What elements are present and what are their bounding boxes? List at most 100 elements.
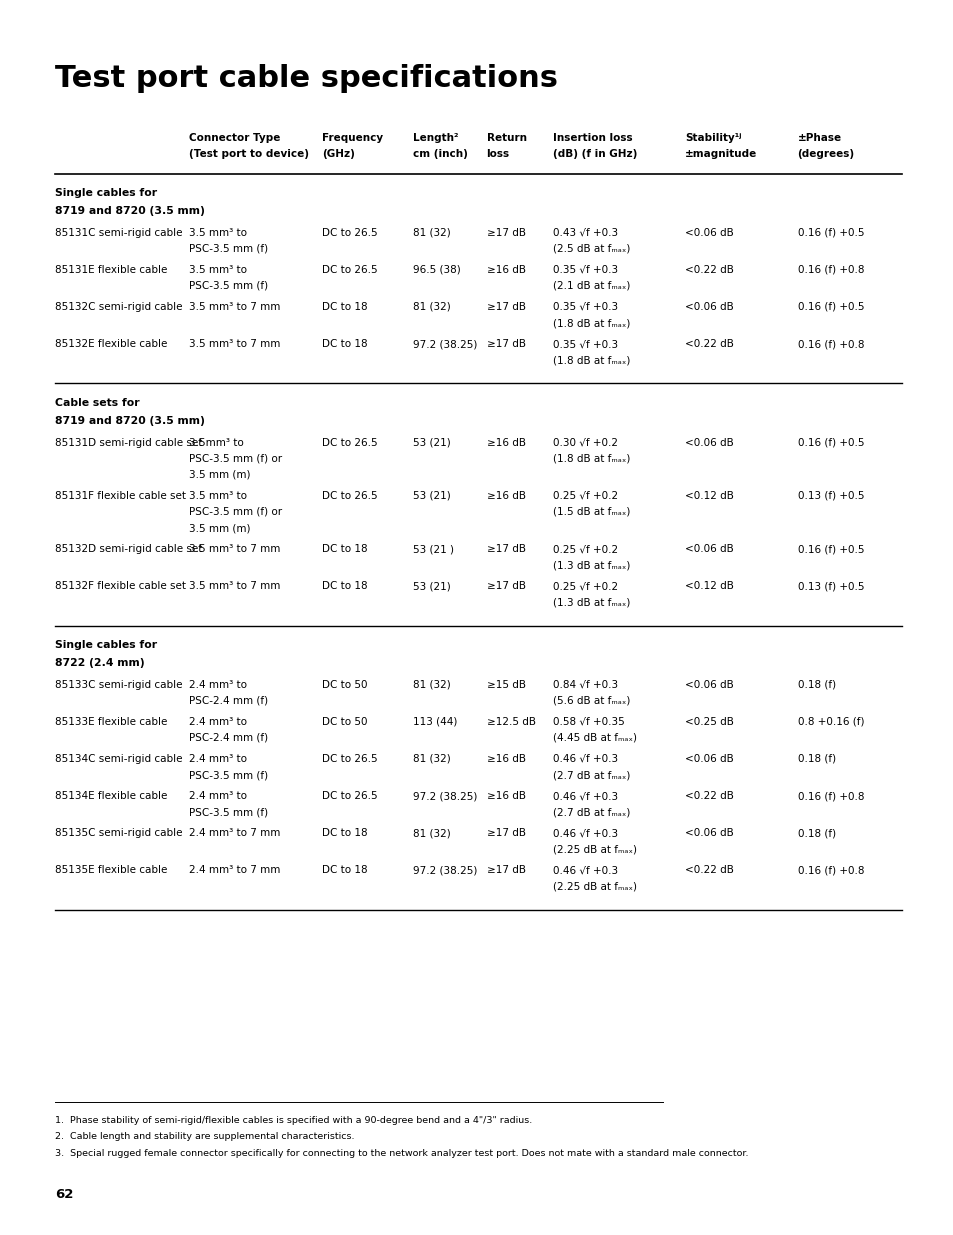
Text: 97.2 (38.25): 97.2 (38.25) [413, 866, 476, 876]
Text: ≥16 dB: ≥16 dB [486, 792, 525, 802]
Text: <0.22 dB: <0.22 dB [684, 340, 733, 350]
Text: DC to 26.5: DC to 26.5 [322, 266, 377, 275]
Text: 85135C semi-rigid cable: 85135C semi-rigid cable [55, 829, 183, 839]
Text: 81 (32): 81 (32) [413, 227, 451, 238]
Text: 3.5 mm³ to 7 mm: 3.5 mm³ to 7 mm [189, 582, 280, 592]
Text: 3.5 mm³ to: 3.5 mm³ to [189, 266, 247, 275]
Text: DC to 50: DC to 50 [322, 680, 368, 690]
Text: 0.16 (f) +0.5: 0.16 (f) +0.5 [797, 227, 863, 238]
Text: 85132D semi-rigid cable set: 85132D semi-rigid cable set [55, 545, 202, 555]
Text: <0.06 dB: <0.06 dB [684, 303, 733, 312]
Text: DC to 18: DC to 18 [322, 582, 368, 592]
Text: ≥16 dB: ≥16 dB [486, 755, 525, 764]
Text: <0.25 dB: <0.25 dB [684, 718, 733, 727]
Text: <0.22 dB: <0.22 dB [684, 792, 733, 802]
Text: (2.25 dB at fₘₐₓ): (2.25 dB at fₘₐₓ) [553, 845, 637, 855]
Text: 0.18 (f): 0.18 (f) [797, 829, 835, 839]
Text: ≥17 dB: ≥17 dB [486, 866, 525, 876]
Text: 0.35 √f +0.3: 0.35 √f +0.3 [553, 340, 618, 350]
Text: ≥15 dB: ≥15 dB [486, 680, 525, 690]
Text: (2.7 dB at fₘₐₓ): (2.7 dB at fₘₐₓ) [553, 771, 630, 781]
Text: ≥17 dB: ≥17 dB [486, 545, 525, 555]
Text: 0.18 (f): 0.18 (f) [797, 680, 835, 690]
Text: Cable sets for: Cable sets for [55, 399, 140, 409]
Text: 85134E flexible cable: 85134E flexible cable [55, 792, 168, 802]
Text: PSC-3.5 mm (f): PSC-3.5 mm (f) [189, 808, 268, 818]
Text: 2.4 mm³ to 7 mm: 2.4 mm³ to 7 mm [189, 829, 280, 839]
Text: 3.5 mm³ to: 3.5 mm³ to [189, 227, 247, 238]
Text: (2.7 dB at fₘₐₓ): (2.7 dB at fₘₐₓ) [553, 808, 630, 818]
Text: PSC-3.5 mm (f) or: PSC-3.5 mm (f) or [189, 508, 282, 517]
Text: 81 (32): 81 (32) [413, 829, 451, 839]
Text: ≥16 dB: ≥16 dB [486, 492, 525, 501]
Text: DC to 18: DC to 18 [322, 866, 368, 876]
Text: ≥17 dB: ≥17 dB [486, 340, 525, 350]
Text: 97.2 (38.25): 97.2 (38.25) [413, 792, 476, 802]
Text: 0.25 √f +0.2: 0.25 √f +0.2 [553, 492, 618, 501]
Text: 0.13 (f) +0.5: 0.13 (f) +0.5 [797, 582, 863, 592]
Text: 8722 (2.4 mm): 8722 (2.4 mm) [55, 658, 145, 668]
Text: 8719 and 8720 (3.5 mm): 8719 and 8720 (3.5 mm) [55, 206, 205, 216]
Text: (1.8 dB at fₘₐₓ): (1.8 dB at fₘₐₓ) [553, 356, 630, 366]
Text: 3.  Special rugged female connector specifically for connecting to the network a: 3. Special rugged female connector speci… [55, 1149, 748, 1157]
Text: 2.4 mm³ to 7 mm: 2.4 mm³ to 7 mm [189, 866, 280, 876]
Text: 3.5mm³ to: 3.5mm³ to [189, 438, 243, 448]
Text: 0.16 (f) +0.5: 0.16 (f) +0.5 [797, 545, 863, 555]
Text: 53 (21): 53 (21) [413, 438, 451, 448]
Text: DC to 26.5: DC to 26.5 [322, 227, 377, 238]
Text: 2.4 mm³ to: 2.4 mm³ to [189, 755, 247, 764]
Text: 85135E flexible cable: 85135E flexible cable [55, 866, 168, 876]
Text: 53 (21): 53 (21) [413, 492, 451, 501]
Text: 85131F flexible cable set: 85131F flexible cable set [55, 492, 186, 501]
Text: 62: 62 [55, 1188, 73, 1202]
Text: <0.06 dB: <0.06 dB [684, 680, 733, 690]
Text: 0.30 √f +0.2: 0.30 √f +0.2 [553, 438, 618, 448]
Text: Connector Type: Connector Type [189, 133, 280, 143]
Text: <0.12 dB: <0.12 dB [684, 582, 733, 592]
Text: ≥16 dB: ≥16 dB [486, 266, 525, 275]
Text: <0.12 dB: <0.12 dB [684, 492, 733, 501]
Text: 0.16 (f) +0.8: 0.16 (f) +0.8 [797, 866, 863, 876]
Text: 53 (21): 53 (21) [413, 582, 451, 592]
Text: Test port cable specifications: Test port cable specifications [55, 64, 558, 93]
Text: 85131D semi-rigid cable set: 85131D semi-rigid cable set [55, 438, 202, 448]
Text: 81 (32): 81 (32) [413, 755, 451, 764]
Text: PSC-2.4 mm (f): PSC-2.4 mm (f) [189, 734, 268, 743]
Text: DC to 18: DC to 18 [322, 545, 368, 555]
Text: 0.35 √f +0.3: 0.35 √f +0.3 [553, 266, 618, 275]
Text: ≥16 dB: ≥16 dB [486, 438, 525, 448]
Text: 85131E flexible cable: 85131E flexible cable [55, 266, 168, 275]
Text: 0.16 (f) +0.5: 0.16 (f) +0.5 [797, 438, 863, 448]
Text: PSC-3.5 mm (f): PSC-3.5 mm (f) [189, 245, 268, 254]
Text: <0.22 dB: <0.22 dB [684, 866, 733, 876]
Text: 0.43 √f +0.3: 0.43 √f +0.3 [553, 227, 618, 238]
Text: (degrees): (degrees) [797, 149, 854, 159]
Text: 0.18 (f): 0.18 (f) [797, 755, 835, 764]
Text: ≥12.5 dB: ≥12.5 dB [486, 718, 535, 727]
Text: 0.25 √f +0.2: 0.25 √f +0.2 [553, 545, 618, 555]
Text: Insertion loss: Insertion loss [553, 133, 632, 143]
Text: 113 (44): 113 (44) [413, 718, 457, 727]
Text: <0.06 dB: <0.06 dB [684, 829, 733, 839]
Text: 0.46 √f +0.3: 0.46 √f +0.3 [553, 829, 618, 839]
Text: DC to 26.5: DC to 26.5 [322, 492, 377, 501]
Text: (1.3 dB at fₘₐₓ): (1.3 dB at fₘₐₓ) [553, 561, 630, 571]
Text: 8719 and 8720 (3.5 mm): 8719 and 8720 (3.5 mm) [55, 416, 205, 426]
Text: 85133E flexible cable: 85133E flexible cable [55, 718, 168, 727]
Text: 85131C semi-rigid cable: 85131C semi-rigid cable [55, 227, 183, 238]
Text: 0.16 (f) +0.8: 0.16 (f) +0.8 [797, 792, 863, 802]
Text: (1.8 dB at fₘₐₓ): (1.8 dB at fₘₐₓ) [553, 319, 630, 329]
Text: DC to 26.5: DC to 26.5 [322, 755, 377, 764]
Text: (5.6 dB at fₘₐₓ): (5.6 dB at fₘₐₓ) [553, 697, 630, 706]
Text: 0.58 √f +0.35: 0.58 √f +0.35 [553, 718, 624, 727]
Text: Stability¹ʲ: Stability¹ʲ [684, 133, 740, 143]
Text: 85133C semi-rigid cable: 85133C semi-rigid cable [55, 680, 183, 690]
Text: Single cables for: Single cables for [55, 641, 157, 651]
Text: Return: Return [486, 133, 526, 143]
Text: <0.06 dB: <0.06 dB [684, 545, 733, 555]
Text: (2.1 dB at fₘₐₓ): (2.1 dB at fₘₐₓ) [553, 282, 630, 291]
Text: 53 (21 ): 53 (21 ) [413, 545, 454, 555]
Text: 0.8 +0.16 (f): 0.8 +0.16 (f) [797, 718, 863, 727]
Text: ±Phase: ±Phase [797, 133, 841, 143]
Text: (dB) (f in GHz): (dB) (f in GHz) [553, 149, 637, 159]
